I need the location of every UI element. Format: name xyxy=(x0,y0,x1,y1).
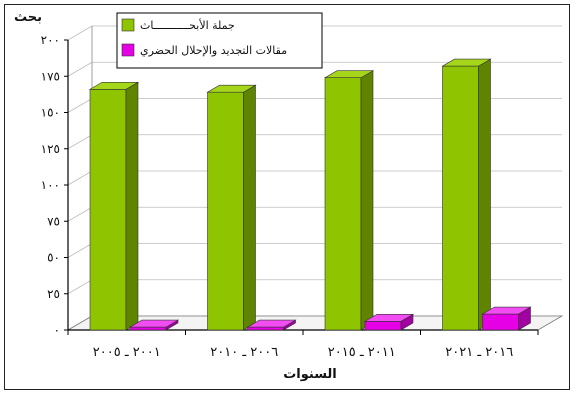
bar-total-research-top xyxy=(206,84,257,93)
y-tick-label: ٢٠٠ xyxy=(41,33,60,47)
gridline-side xyxy=(67,279,93,295)
legend-label-total-research: جملة الأبحـــــــــــاث xyxy=(140,18,235,32)
x-tick-label: ٢٠٠١ ـ ٢٠٠٥ xyxy=(93,345,161,360)
y-tick-label: ١٧٥ xyxy=(41,69,60,83)
bar-urban-renewal xyxy=(128,319,180,331)
gridline-side xyxy=(67,206,93,222)
legend-box xyxy=(116,12,323,69)
x-tick-label: ٢٠١٦ ـ ٢٠٢١ xyxy=(445,345,513,360)
y-tick-label: ٠ xyxy=(54,323,60,337)
bar-total-research xyxy=(323,70,375,331)
bar-urban-renewal-front xyxy=(482,313,519,331)
bar-urban-renewal-front xyxy=(364,320,402,331)
legend: جملة الأبحـــــــــــاث مقالات التجديد و… xyxy=(116,12,323,69)
bar-urban-renewal-top xyxy=(246,319,297,328)
gridline-side xyxy=(67,243,93,258)
bar-total-research-front xyxy=(89,89,127,331)
y-tick-label: ٥٠ xyxy=(47,251,60,265)
x-axis-title: السنوات xyxy=(283,367,337,382)
bar-urban-renewal-top xyxy=(481,306,532,315)
bar-total-research-side xyxy=(243,84,256,331)
bar-total-research-top xyxy=(441,58,492,67)
bar-total-research xyxy=(441,58,492,331)
y-axis-title: بحث xyxy=(14,10,42,25)
bar-urban-renewal-front xyxy=(247,326,284,331)
legend-swatch-total-research xyxy=(121,18,135,32)
bar-total-research-front xyxy=(207,91,244,331)
bar-total-research-front xyxy=(442,65,479,331)
y-tick-label: ٧٥ xyxy=(47,214,60,228)
y-tick-label: ١٠٠ xyxy=(41,178,60,192)
gridline-side xyxy=(67,98,93,113)
bar-urban-renewal-front xyxy=(129,326,167,331)
bar-total-research-front xyxy=(324,77,362,331)
bar-total-research xyxy=(88,81,140,331)
legend-swatch-urban-renewal xyxy=(121,43,135,57)
labels-layer: ٠ ٢٥ ٥٠ ٧٥ ١٠٠ ١٢٥ ١٥٠ ١٧٥ ٢٠٠ ٢٠٠١ ـ ٢٠٠٥ ٢٠٠٦ ـ … xyxy=(41,33,514,360)
y-tick-label: ٢٥ xyxy=(47,287,60,301)
bar-urban-renewal-top xyxy=(363,313,415,322)
bar-total-research-side xyxy=(125,81,139,331)
bar-urban-renewal xyxy=(363,313,415,331)
bar-total-research xyxy=(206,84,257,331)
gridline-side xyxy=(67,61,93,77)
gridline-side xyxy=(67,134,93,150)
bar-urban-renewal xyxy=(246,319,297,331)
y-tick-label: ١٢٥ xyxy=(41,142,60,156)
bar-total-research-side xyxy=(360,70,374,331)
gridline-side xyxy=(67,170,93,186)
bar-total-research-top xyxy=(88,82,140,90)
y-tick-label: ١٥٠ xyxy=(41,106,60,120)
bar-total-research-top xyxy=(323,70,375,78)
legend-label-urban-renewal: مقالات التجديد والإحلال الحضري xyxy=(140,44,287,57)
bar-urban-renewal xyxy=(481,306,532,331)
bar-total-research-side xyxy=(478,58,491,331)
gridline-side xyxy=(67,25,93,41)
x-tick-label: ٢٠١١ ـ ٢٠١٥ xyxy=(328,345,396,360)
bar-urban-renewal-top xyxy=(128,319,180,328)
bars-layer xyxy=(88,58,532,331)
x-tick-label: ٢٠٠٦ ـ ٢٠١٠ xyxy=(210,345,278,360)
